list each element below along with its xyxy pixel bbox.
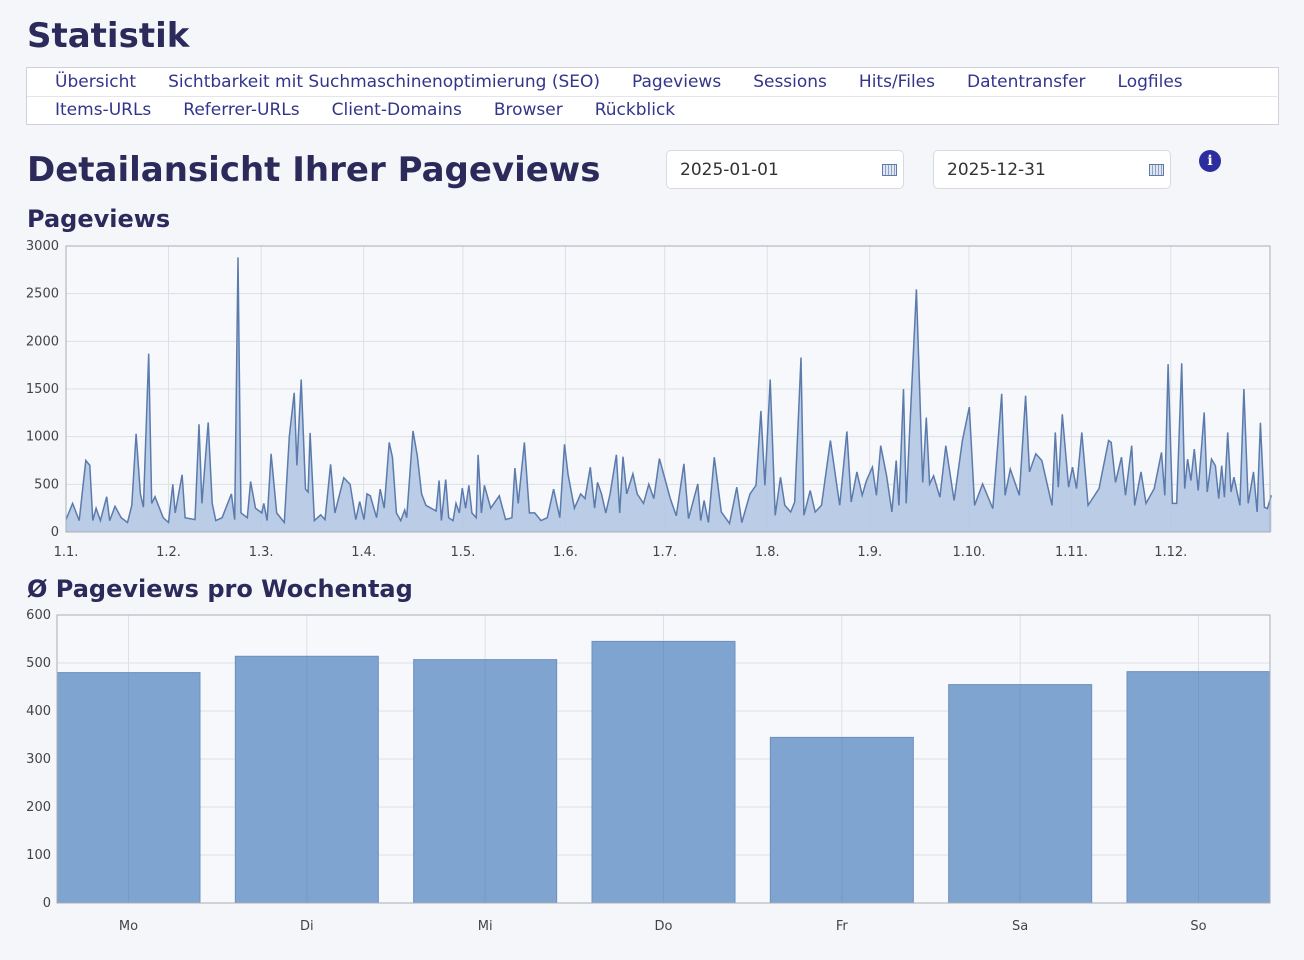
weekday-bar-chart: 0 100 200 300 400 500 600 Mo Di Mi Do Fr Sa So: [26, 608, 1271, 934]
x-tick-label: Sa: [1012, 919, 1028, 934]
x-tick-label: Di: [300, 919, 314, 934]
y-tick-label: 2500: [26, 287, 59, 302]
x-tick-label: Do: [655, 919, 673, 934]
nav-row-1: Übersicht Sichtbarkeit mit Suchmaschineno…: [27, 68, 1277, 97]
nav-link-datentransfer[interactable]: Datentransfer: [966, 72, 1086, 92]
nav-link-browser[interactable]: Browser: [493, 100, 563, 120]
x-tick-label: 1.6.: [553, 545, 578, 560]
nav-link-hits-files[interactable]: Hits/Files: [858, 72, 935, 92]
x-tick-label: 1.7.: [652, 545, 677, 560]
x-tick-label: 1.10.: [952, 545, 985, 560]
date-to-value: 2025-12-31: [947, 160, 1046, 180]
x-tick-label: 1.11.: [1055, 545, 1088, 560]
y-tick-label: 1000: [26, 430, 59, 445]
pageviews-area: [66, 257, 1272, 532]
y-tick-label: 0: [43, 896, 51, 911]
nav-link-items-urls[interactable]: Items-URLs: [55, 100, 152, 120]
y-tick-label: 600: [26, 608, 51, 623]
nav-link-pageviews[interactable]: Pageviews: [632, 72, 722, 92]
nav-row-2: Items-URLs Referrer-URLs Client-Domains Bro…: [55, 96, 675, 124]
y-tick-label: 400: [26, 704, 51, 719]
info-icon[interactable]: i: [1199, 150, 1221, 172]
y-tick-label: 0: [51, 525, 59, 540]
x-tick-label: 1.8.: [755, 545, 780, 560]
page-title: Statistik: [27, 16, 190, 56]
y-tick-label: 500: [34, 477, 59, 492]
nav-link-übersicht[interactable]: Übersicht: [55, 72, 137, 92]
y-tick-label: 1500: [26, 382, 59, 397]
x-tick-label: 1.2.: [156, 545, 181, 560]
pageviews-area-chart: 0 500 1000 1500 2000 2500 3000 1.1. 1.2. 1.3. 1.4.…: [26, 239, 1273, 560]
chart-title-weekday: Ø Pageviews pro Wochentag: [27, 575, 413, 603]
y-tick-label: 200: [26, 800, 51, 815]
nav-link-client-domains[interactable]: Client-Domains: [331, 100, 462, 120]
calendar-icon[interactable]: [882, 164, 897, 176]
stats-navigation: Übersicht Sichtbarkeit mit Suchmaschineno…: [26, 67, 1279, 125]
plot-border: [65, 245, 1271, 533]
x-tick-label: Mo: [119, 919, 138, 934]
calendar-icon[interactable]: [1149, 164, 1164, 176]
x-tick-label: 1.5.: [451, 545, 476, 560]
x-tick-label: 1.1.: [54, 545, 79, 560]
x-tick-label: 1.4.: [351, 545, 376, 560]
x-tick-label: 1.9.: [857, 545, 882, 560]
x-tick-label: 1.12.: [1154, 545, 1187, 560]
y-tick-label: 500: [26, 656, 51, 671]
y-tick-label: 100: [26, 848, 51, 863]
nav-link-sichtbarkeit-mit-suchmaschinenoptimierung-seo-[interactable]: Sichtbarkeit mit Suchmaschinenoptimierun…: [168, 72, 601, 92]
nav-link-sessions[interactable]: Sessions: [753, 72, 827, 92]
date-from-input[interactable]: 2025-01-01: [666, 150, 904, 189]
x-tick-label: Fr: [836, 919, 849, 934]
date-from-value: 2025-01-01: [680, 160, 779, 180]
y-tick-label: 3000: [26, 239, 59, 254]
chart-title-pageviews: Pageviews: [27, 205, 171, 233]
y-tick-label: 2000: [26, 334, 59, 349]
y-tick-label: 300: [26, 752, 51, 767]
x-tick-label: So: [1190, 919, 1206, 934]
section-heading: Detailansicht Ihrer Pageviews: [27, 150, 601, 190]
x-tick-label: Mi: [478, 919, 493, 934]
pageviews-line: [65, 257, 1273, 526]
nav-link-logfiles[interactable]: Logfiles: [1117, 72, 1183, 92]
x-tick-label: 1.3.: [249, 545, 274, 560]
date-to-input[interactable]: 2025-12-31: [933, 150, 1171, 189]
nav-link-referrer-urls[interactable]: Referrer-URLs: [183, 100, 300, 120]
nav-link-rückblick[interactable]: Rückblick: [594, 100, 676, 120]
plot-border: [56, 614, 1271, 904]
